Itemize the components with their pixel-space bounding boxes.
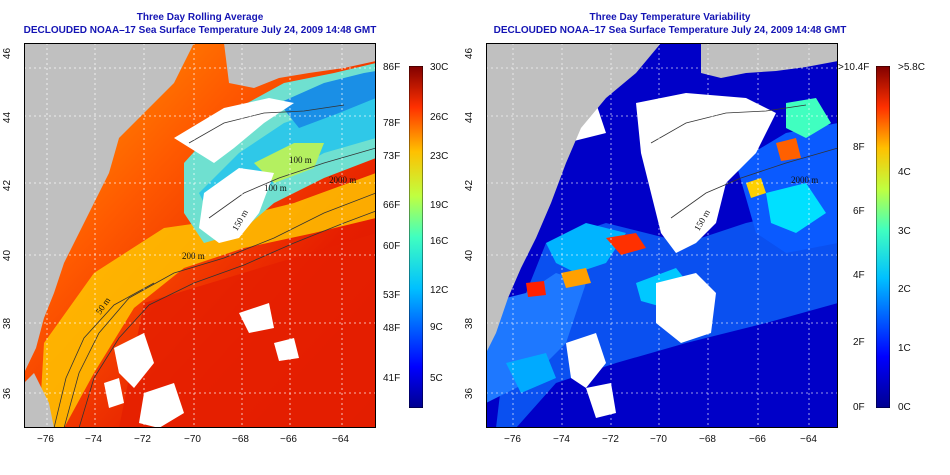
left-title-line1: Three Day Rolling Average <box>136 12 264 23</box>
right-y-tick: 42 <box>464 179 476 192</box>
left-cbar-c: 23C <box>430 151 449 162</box>
left-sst-map: 100 m 2000 m 100 m 150 m 200 m 50 m <box>24 43 376 428</box>
left-contour-label: 200 m <box>182 251 205 261</box>
left-cbar-c: 12C <box>430 285 449 296</box>
left-x-tick: −66 <box>280 434 297 445</box>
right-y-tick: 36 <box>464 387 476 400</box>
left-cbar-f: 86F <box>383 62 401 73</box>
right-cbar-c: >5.8C <box>898 62 925 73</box>
right-x-tick: −66 <box>749 434 766 445</box>
left-cbar-f: 48F <box>383 323 401 334</box>
left-cbar-c: 26C <box>430 112 449 123</box>
right-y-tick: 38 <box>464 317 476 330</box>
right-cbar-c: 0C <box>898 402 911 413</box>
left-cbar-f: 73F <box>383 151 401 162</box>
left-cbar-f: 41F <box>383 373 401 384</box>
left-y-tick: 36 <box>2 387 14 400</box>
right-x-tick: −70 <box>650 434 667 445</box>
left-contour-label: 2000 m <box>329 175 356 185</box>
right-cbar-c: 4C <box>898 167 911 178</box>
right-cbar-c: 3C <box>898 226 911 237</box>
left-x-tick: −74 <box>85 434 102 445</box>
left-cbar-f: 78F <box>383 118 401 129</box>
right-y-tick: 40 <box>464 249 476 262</box>
left-y-tick: 44 <box>2 111 14 124</box>
left-x-tick: −70 <box>184 434 201 445</box>
right-variability-map: 2000 m 150 m <box>486 43 838 428</box>
left-y-tick: 46 <box>2 47 14 60</box>
left-cbar-c: 5C <box>430 373 443 384</box>
right-cbar-f: 4F <box>853 270 865 281</box>
right-cbar-c: 1C <box>898 343 911 354</box>
left-contour-label: 100 m <box>289 155 312 165</box>
left-y-tick: 38 <box>2 317 14 330</box>
right-x-tick: −64 <box>800 434 817 445</box>
right-cbar-f: 2F <box>853 337 865 348</box>
left-cbar-f: 53F <box>383 290 401 301</box>
right-title-line1: Three Day Temperature Variability <box>589 12 751 23</box>
left-x-tick: −72 <box>134 434 151 445</box>
left-y-tick: 42 <box>2 179 14 192</box>
right-cbar-f: >10.4F <box>838 62 870 73</box>
left-contour-label: 100 m <box>264 183 287 193</box>
right-x-tick: −68 <box>699 434 716 445</box>
right-cbar-c: 2C <box>898 284 911 295</box>
right-cbar-f: 6F <box>853 206 865 217</box>
right-x-tick: −74 <box>553 434 570 445</box>
left-x-tick: −64 <box>332 434 349 445</box>
right-y-tick: 46 <box>464 47 476 60</box>
left-colorbar <box>409 66 423 408</box>
left-x-tick: −68 <box>232 434 249 445</box>
right-cbar-f: 0F <box>853 402 865 413</box>
left-x-tick: −76 <box>37 434 54 445</box>
right-title-line2: DECLOUDED NOAA–17 Sea Surface Temperatur… <box>493 25 847 36</box>
left-cbar-f: 66F <box>383 200 401 211</box>
left-cbar-c: 30C <box>430 62 449 73</box>
right-x-tick: −72 <box>602 434 619 445</box>
right-contour-label: 2000 m <box>791 175 818 185</box>
right-colorbar <box>876 66 890 408</box>
left-cbar-f: 60F <box>383 241 401 252</box>
right-x-tick: −76 <box>504 434 521 445</box>
left-title-line2: DECLOUDED NOAA–17 Sea Surface Temperatur… <box>23 25 377 36</box>
left-cbar-c: 9C <box>430 322 443 333</box>
left-y-tick: 40 <box>2 249 14 262</box>
left-cbar-c: 19C <box>430 200 449 211</box>
right-y-tick: 44 <box>464 111 476 124</box>
left-cbar-c: 16C <box>430 236 449 247</box>
right-cbar-f: 8F <box>853 142 865 153</box>
